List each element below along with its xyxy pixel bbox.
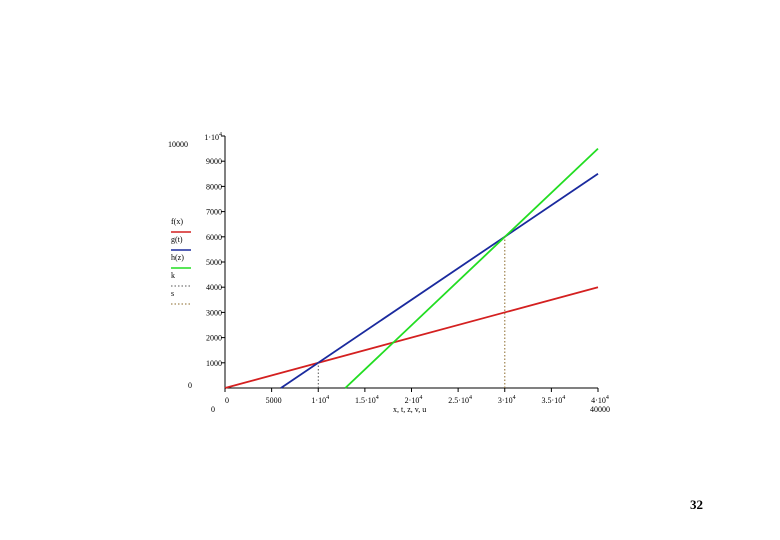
series-layer: [224, 147, 599, 389]
x-tick-label-6: 3·104: [498, 395, 516, 405]
y-tick-label-2: 3000: [206, 308, 222, 317]
page-number: 32: [690, 497, 703, 512]
series-line-2: [344, 147, 599, 389]
y-tick-label-5: 6000: [206, 233, 222, 242]
y-tick-label-8: 9000: [206, 157, 222, 166]
legend-label-3: k: [171, 271, 175, 280]
x-tick-label-7: 3.5·104: [542, 395, 566, 405]
y-range-max-label: 10000: [168, 140, 188, 149]
y-tick-label-6: 7000: [206, 208, 222, 217]
x-tick-label-1: 5000: [266, 396, 282, 405]
legend-label-4: s: [171, 289, 174, 298]
x-tick-label-2: 1·104: [311, 395, 329, 405]
y-tick-label-4: 5000: [206, 258, 222, 267]
y-range-min-label: 0: [188, 381, 192, 390]
legend-label-1: g(t): [171, 235, 183, 244]
y-tick-label-9: 1·104: [204, 132, 222, 142]
x-tick-label-4: 2·104: [405, 395, 423, 405]
y-tick-label-7: 8000: [206, 182, 222, 191]
x-range-max-label: 40000: [590, 405, 610, 414]
series-line-1: [280, 173, 599, 389]
legend-label-2: h(z): [171, 253, 184, 262]
legend: f(x) g(t) h(z) ks: [171, 217, 191, 305]
y-tick-label-3: 4000: [206, 283, 222, 292]
x-tick-label-5: 2.5·104: [448, 395, 472, 405]
x-tick-label-3: 1.5·104: [355, 395, 379, 405]
x-tick-label-8: 4·104: [591, 395, 609, 405]
y-tick-label-1: 2000: [206, 334, 222, 343]
y-tick-label-0: 1000: [206, 359, 222, 368]
x-tick-label-0: 0: [225, 396, 229, 405]
series-line-0: [224, 286, 599, 389]
legend-label-0: f(x): [171, 217, 183, 226]
x-range-min-label: 0: [211, 405, 215, 414]
axes: 0 10000 0 40000 x, t, z, v, u: [168, 136, 610, 414]
tick-layer: 0 5000 1·104 1.5·104 2·104 2.5·104 3·104 3.5·10…: [204, 132, 609, 405]
x-axis-label: x, t, z, v, u: [393, 405, 426, 414]
